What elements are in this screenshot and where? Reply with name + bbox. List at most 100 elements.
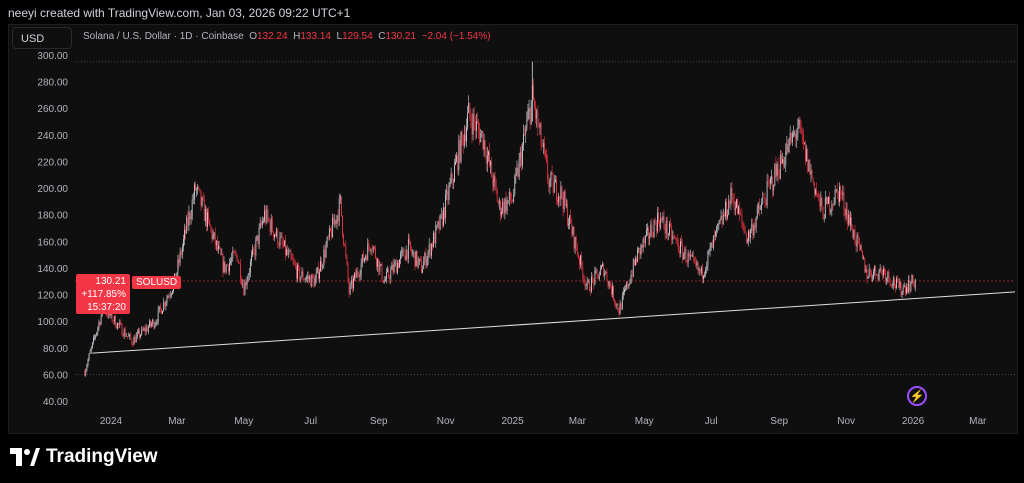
candle-body (554, 179, 556, 183)
y-tick-label: 280.00 (37, 78, 68, 89)
candle-body (667, 233, 669, 236)
candle-body (414, 252, 416, 267)
candle-body (468, 102, 470, 113)
candle-body (682, 244, 684, 260)
chart-panel[interactable] (8, 24, 1018, 434)
candle-body (558, 196, 560, 203)
candle-body (689, 255, 691, 257)
candle-body (528, 108, 530, 113)
candle-body (262, 221, 263, 225)
candle-body (459, 140, 461, 162)
candle-body (764, 198, 766, 203)
candle-body (147, 326, 149, 332)
candle-body (514, 175, 516, 195)
candle-body (746, 241, 748, 243)
candle-body (234, 252, 236, 254)
candle-body (488, 151, 489, 156)
x-tick-label: Mar (569, 416, 587, 427)
candle-body (637, 249, 639, 263)
candle-body (86, 365, 88, 371)
candle-body (749, 231, 750, 239)
candle-body (643, 238, 645, 243)
candle-body (549, 180, 551, 188)
candle-body (698, 268, 700, 271)
y-tick-label: 240.00 (37, 131, 68, 142)
candle-body (165, 302, 167, 307)
candle-body (493, 175, 495, 187)
low-value: 129.54 (342, 31, 373, 42)
y-tick-label: 260.00 (37, 104, 68, 115)
candle-body (831, 204, 833, 211)
candle-body (884, 268, 885, 272)
candle-body (830, 210, 832, 213)
candle-body (228, 264, 229, 272)
lightning-icon[interactable]: ⚡ (907, 386, 927, 406)
candle-body (245, 281, 247, 286)
candle-body (828, 196, 829, 204)
candle-body (447, 190, 449, 200)
tradingview-logo[interactable]: TradingView (10, 446, 158, 468)
candle-body (638, 247, 640, 250)
x-tick-label: Nov (437, 416, 455, 427)
candle-body (872, 278, 873, 279)
candle-body (575, 237, 577, 249)
candle-body (556, 179, 557, 201)
candle-body (736, 199, 737, 208)
candle-body (366, 256, 368, 261)
candle-body (124, 329, 126, 337)
candle-body (289, 251, 291, 252)
candle-body (658, 212, 659, 222)
candle-body (309, 276, 310, 280)
candle-body (867, 276, 869, 279)
candle-body (282, 243, 284, 247)
y-tick-label: 200.00 (37, 184, 68, 195)
candle-body (718, 223, 720, 225)
candle-body (240, 263, 241, 280)
candle-body (416, 251, 418, 267)
candle-body (384, 279, 386, 282)
candle-body (801, 133, 803, 135)
candle-body (211, 228, 213, 240)
candle-body (84, 371, 86, 376)
candle-body (891, 285, 893, 287)
candle-body (275, 234, 276, 236)
candle-body (308, 276, 309, 280)
candle-body (808, 160, 810, 172)
candle-body (869, 269, 871, 274)
candle-body (383, 281, 385, 283)
currency-button[interactable]: USD (12, 27, 72, 49)
candle-body (494, 175, 496, 183)
candle-body (350, 279, 352, 285)
candle-body (474, 122, 476, 131)
candle-body (151, 323, 152, 326)
candle-body (230, 261, 231, 263)
high-value: 133.14 (300, 31, 331, 42)
candle-body (422, 268, 424, 273)
candle-body (913, 282, 915, 288)
candle-body (326, 236, 328, 246)
candle-body (604, 272, 606, 276)
candle-body (210, 226, 212, 229)
candle-body (795, 133, 797, 139)
candle-body (518, 158, 520, 177)
candle-body (430, 243, 432, 256)
candle-body (452, 181, 454, 183)
candle-body (301, 271, 303, 277)
candle-body (382, 280, 384, 283)
candle-body (576, 248, 578, 256)
candle-body (585, 285, 587, 287)
candle-body (428, 243, 430, 253)
candle-body (841, 194, 843, 196)
change-percent: +117.85% (81, 289, 126, 300)
candle-body (376, 258, 377, 267)
candle-body (177, 259, 179, 273)
candle-body (833, 203, 835, 205)
candle-body (533, 85, 534, 101)
candle-body (410, 241, 411, 250)
candle-body (215, 240, 217, 246)
candle-body (278, 245, 280, 246)
candle-body (717, 223, 719, 228)
candle-body (201, 197, 203, 206)
y-tick-label: 40.00 (43, 397, 68, 408)
